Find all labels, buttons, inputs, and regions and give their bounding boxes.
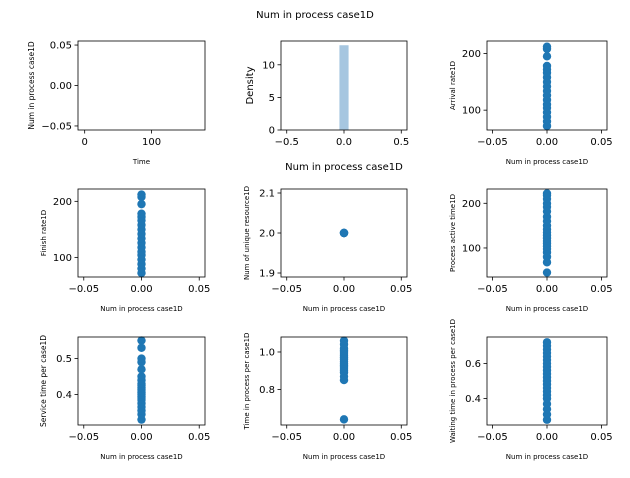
- x-tick-label: 0.0: [336, 137, 352, 148]
- y-axis-label: Finish rate1D: [40, 210, 48, 256]
- y-tick-label: 0.5: [56, 354, 72, 365]
- scatter-point: [137, 354, 146, 363]
- scatter-point: [542, 189, 552, 198]
- scatter-point: [339, 228, 349, 238]
- x-tick-label: −0.5: [275, 137, 299, 148]
- x-tick-label: −0.05: [271, 432, 302, 443]
- y-tick-label: 0.4: [465, 394, 481, 405]
- x-tick-label: 0.00: [130, 284, 152, 295]
- y-axis-label: Process active time1D: [449, 194, 457, 272]
- y-tick-label: 1.9: [259, 269, 275, 280]
- y-axis-label: Service time per case1D: [39, 335, 48, 427]
- y-tick-label: 200: [462, 199, 481, 210]
- x-axis-label: Num in process case1D: [506, 305, 588, 313]
- x-tick-label: 0.00: [130, 432, 152, 443]
- x-tick-label: 0.00: [536, 432, 558, 443]
- y-tick-label: −0.05: [41, 121, 72, 132]
- y-axis-label: Arrival rate1D: [449, 61, 457, 110]
- y-tick-label: 0.4: [56, 390, 72, 401]
- scatter-point: [542, 338, 552, 347]
- figure-suptitle: Num in process case1D: [256, 10, 374, 21]
- y-tick-label: 0.05: [50, 41, 72, 52]
- y-axis-label: Waiting time in process per case1D: [449, 319, 457, 443]
- scatter-point: [542, 61, 552, 71]
- scatter-point: [542, 268, 552, 277]
- subplot-7: −0.05 0.00 0.05 0.4 0.5 Num in process case1D…: [39, 335, 210, 461]
- scatter-point: [542, 42, 552, 51]
- y-axis-label: Time in process per case1D: [243, 333, 251, 431]
- subplot-3: −0.05 0.00 0.05 100 200 Num in process case1D…: [449, 40, 613, 166]
- y-tick-label: 2.0: [259, 229, 275, 240]
- y-tick-label: 0: [269, 126, 275, 137]
- x-tick-label: −0.05: [271, 284, 302, 295]
- y-tick-label: 200: [53, 197, 72, 208]
- y-tick-label: 100: [462, 106, 481, 117]
- subplot-9: −0.05 0.00 0.05 0.4 0.6 Num in process case1D…: [449, 319, 613, 461]
- scatter-point: [339, 336, 349, 345]
- y-tick-label: 0.6: [465, 359, 481, 370]
- x-axis-label: Num in process case1D: [303, 305, 385, 313]
- x-tick-label: 0.05: [390, 284, 412, 295]
- y-tick-label: 10: [262, 60, 275, 71]
- scatter-point: [542, 52, 552, 61]
- y-tick-label: 2.1: [259, 189, 275, 200]
- x-tick-label: 0.05: [188, 432, 210, 443]
- x-tick-label: −0.05: [68, 432, 99, 443]
- scatter-point: [137, 372, 146, 381]
- x-axis-label: Num in process case1D: [303, 453, 385, 461]
- scatter-point: [339, 415, 349, 424]
- axes-frame: [77, 40, 206, 131]
- x-tick-label: 100: [142, 137, 161, 148]
- scatter-point: [137, 343, 146, 352]
- y-tick-label: 200: [462, 49, 481, 60]
- x-tick-label: 0.00: [333, 432, 355, 443]
- scatter-point: [137, 336, 146, 345]
- scatter-point: [137, 209, 146, 218]
- x-tick-label: 0.05: [590, 137, 612, 148]
- x-tick-label: 0.5: [393, 137, 409, 148]
- y-tick-label: 100: [462, 243, 481, 254]
- x-axis-label: Time: [132, 158, 150, 166]
- subplot-2: −0.5 0.0 0.5 0 5 10 Num in process case1D Densi…: [245, 40, 409, 173]
- scatter-point: [137, 190, 146, 199]
- subplot-6: −0.05 0.00 0.05 100 200 Num in process case1D…: [449, 188, 613, 313]
- x-tick-label: −0.05: [477, 284, 508, 295]
- x-tick-label: 0.00: [536, 284, 558, 295]
- x-tick-label: 0.05: [590, 284, 612, 295]
- x-axis-label: Num in process case1D: [100, 305, 182, 313]
- subplot-1: 0 100 −0.05 0.00 0.05 Time Num in process case…: [27, 40, 206, 166]
- x-tick-label: 0.05: [188, 284, 210, 295]
- hist-bar-1: [339, 45, 349, 130]
- x-tick-label: −0.05: [477, 432, 508, 443]
- subplot-5: −0.05 0.00 0.05 1.9 2.0 2.1 Num in process cas…: [243, 186, 412, 313]
- x-tick-label: 0.05: [390, 432, 412, 443]
- x-tick-label: 0: [81, 137, 87, 148]
- y-tick-label: 100: [53, 253, 72, 264]
- x-axis-label: Num in process case1D: [506, 158, 588, 166]
- x-tick-label: 0.05: [590, 432, 612, 443]
- y-axis-label: Num in process case1D: [27, 41, 36, 129]
- x-tick-label: −0.05: [477, 137, 508, 148]
- y-tick-label: 5: [269, 93, 275, 104]
- subplot-8: −0.05 0.00 0.05 0.8 1.0 Num in process case1D…: [243, 333, 412, 461]
- x-tick-label: −0.05: [68, 284, 99, 295]
- y-tick-label: 0.8: [259, 385, 275, 396]
- y-axis-label: Density: [245, 66, 256, 104]
- y-tick-label: 0.00: [50, 81, 72, 92]
- x-axis-label: Num in process case1D: [100, 453, 182, 461]
- x-tick-label: 0.00: [536, 137, 558, 148]
- y-tick-label: 1.0: [259, 347, 275, 358]
- scatter-point: [137, 199, 146, 209]
- subplot-4: −0.05 0.00 0.05 100 200 Num in process case1D…: [40, 188, 210, 313]
- x-tick-label: 0.00: [333, 284, 355, 295]
- scatter-point: [137, 365, 146, 374]
- x-axis-label: Num in process case1D: [506, 453, 588, 461]
- x-axis-label: Num in process case1D: [285, 162, 403, 173]
- y-axis-label: Num of unique resource1D: [243, 186, 251, 280]
